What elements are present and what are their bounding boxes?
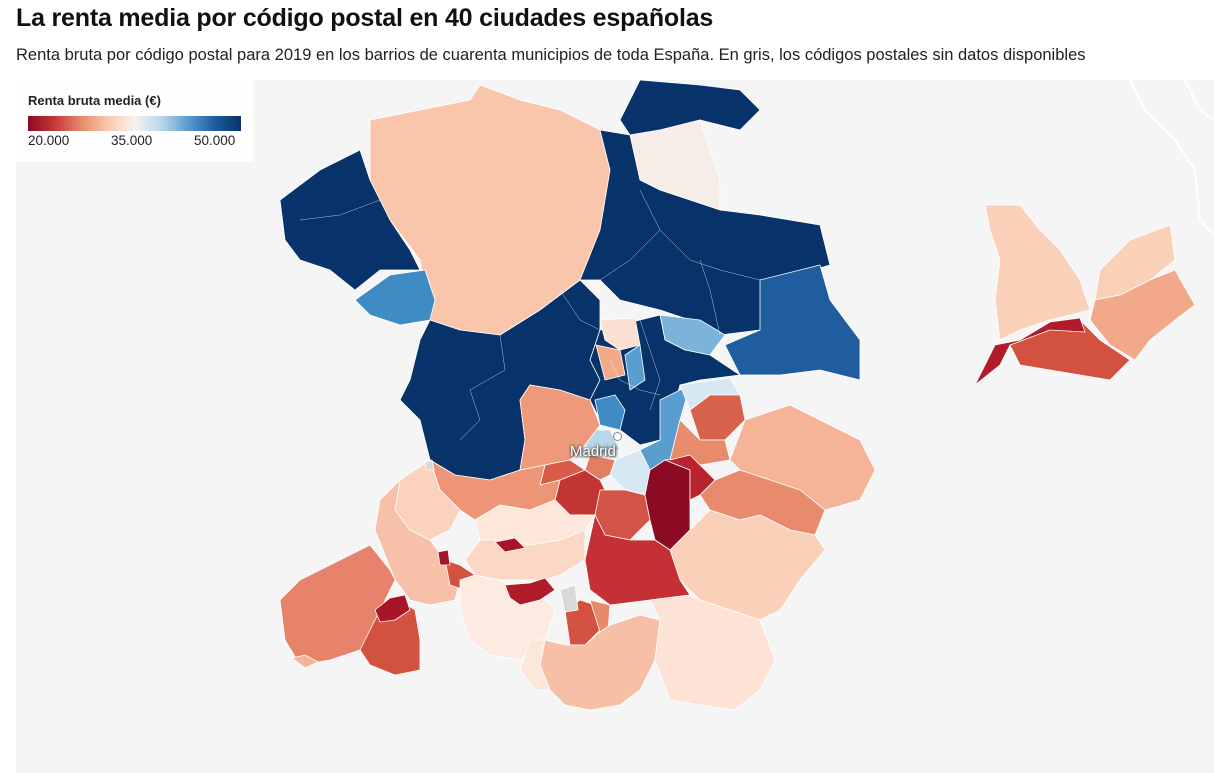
legend: Renta bruta media (€) 20.000 35.000 50.0… bbox=[16, 80, 254, 162]
postal-zone[interactable] bbox=[584, 514, 691, 606]
postal-zone[interactable] bbox=[595, 344, 626, 381]
boundary-line bbox=[1129, 80, 1214, 236]
postal-zone[interactable] bbox=[619, 80, 761, 136]
postal-zone[interactable] bbox=[669, 419, 731, 466]
boundary-line bbox=[559, 289, 601, 331]
legend-title: Renta bruta media (€) bbox=[28, 93, 161, 108]
postal-zone[interactable] bbox=[729, 404, 876, 511]
boundary-line bbox=[639, 189, 761, 281]
legend-tick-max: 50.000 bbox=[194, 133, 236, 148]
postal-zone[interactable] bbox=[584, 454, 616, 481]
boundary-line bbox=[459, 334, 506, 441]
postal-zone[interactable] bbox=[374, 594, 411, 623]
boundary-line bbox=[639, 319, 661, 411]
postal-zone[interactable] bbox=[429, 459, 561, 521]
postal-zone[interactable] bbox=[649, 594, 776, 711]
postal-zone[interactable] bbox=[494, 537, 526, 553]
postal-zone[interactable] bbox=[504, 577, 556, 606]
page-title: La renta media por código postal en 40 c… bbox=[16, 4, 714, 32]
postal-zone[interactable] bbox=[594, 394, 626, 431]
choropleth-map[interactable]: Madrid bbox=[16, 80, 1214, 773]
legend-tick-min: 20.000 bbox=[28, 133, 70, 148]
page-subtitle: Renta bruta por código postal para 2019 … bbox=[16, 46, 1086, 64]
city-label: Madrid bbox=[570, 443, 616, 460]
legend-color-bar bbox=[28, 116, 241, 131]
boundary-line bbox=[599, 229, 661, 281]
postal-zone[interactable] bbox=[599, 317, 641, 351]
postal-zone[interactable] bbox=[374, 479, 461, 606]
postal-zone[interactable] bbox=[291, 654, 319, 669]
postal-zone[interactable] bbox=[519, 639, 551, 691]
postal-zone[interactable] bbox=[1089, 269, 1196, 361]
postal-zone[interactable] bbox=[984, 204, 1091, 341]
postal-zone-no-data[interactable] bbox=[559, 584, 579, 613]
boundary-line bbox=[299, 199, 381, 221]
boundary-line bbox=[699, 259, 721, 336]
map-svg bbox=[279, 80, 1214, 711]
boundary-line bbox=[609, 359, 661, 396]
postal-zone-no-data[interactable] bbox=[424, 459, 435, 471]
postal-zone[interactable] bbox=[354, 269, 436, 326]
postal-zone[interactable] bbox=[724, 264, 861, 381]
boundary-line bbox=[1184, 80, 1214, 121]
postal-zone[interactable] bbox=[279, 544, 396, 666]
legend-tick-mid: 35.000 bbox=[111, 133, 153, 148]
postal-zone[interactable] bbox=[279, 149, 421, 291]
postal-zone[interactable] bbox=[437, 549, 451, 566]
postal-zone[interactable] bbox=[624, 344, 646, 391]
postal-zone[interactable] bbox=[519, 384, 601, 471]
city-marker-dot bbox=[613, 432, 622, 441]
postal-zone[interactable] bbox=[974, 317, 1086, 386]
